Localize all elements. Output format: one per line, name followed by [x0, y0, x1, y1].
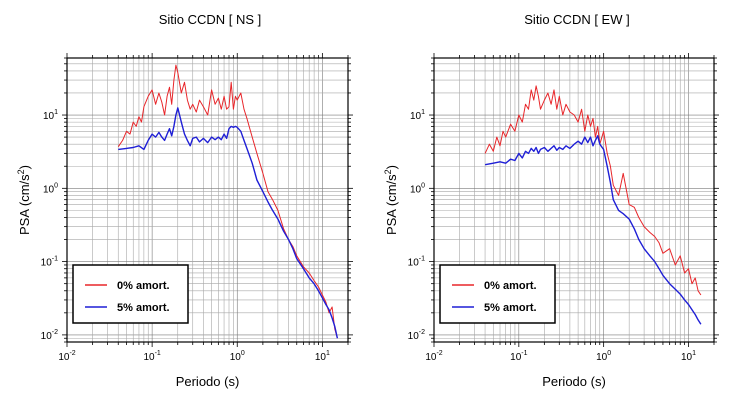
x-tick-label: 101 [315, 350, 330, 363]
x-tick-label: 100 [230, 350, 245, 363]
legend-label: 0% amort. [484, 280, 537, 292]
y-tick-label: 10-2 [41, 329, 58, 342]
y-tick-label: 10-1 [408, 256, 425, 269]
series-line-red [484, 85, 702, 296]
legend: 0% amort. 5% amort. [72, 264, 189, 324]
legend-label: 5% amort. [484, 302, 537, 314]
series-line-red [117, 64, 338, 339]
y-axis-label: PSA (cm/s2) [16, 165, 32, 235]
y-axis-label: PSA (cm/s2) [383, 165, 399, 235]
y-tick-label: 10-1 [41, 256, 58, 269]
y-tick-label: 100 [43, 182, 58, 195]
y-tick-label: 10-2 [408, 329, 425, 342]
chart-panel-2: Sitio CCDN [ EW ] 10-2 10-1 100 101 10-2 10-1 1… [383, 12, 719, 389]
series-line-blue [118, 107, 339, 339]
chart-title: Sitio CCDN [ EW ] [524, 12, 629, 27]
legend-box [72, 264, 189, 324]
x-tick-label: 10-2 [58, 350, 75, 363]
y-tick-label: 101 [43, 109, 58, 122]
x-axis-label: Periodo (s) [176, 374, 240, 389]
series-line-blue [484, 135, 702, 325]
chart-panel-1: Sitio CCDN [ NS ] 10-2 10-1 100 101 10-2 10-1 1… [16, 12, 353, 389]
x-tick-label: 10-1 [143, 350, 160, 363]
x-axis-label: Periodo (s) [542, 374, 606, 389]
y-tick-label: 101 [410, 109, 425, 122]
legend-label: 5% amort. [117, 302, 170, 314]
legend: 0% amort. 5% amort. [439, 264, 556, 324]
x-tick-label: 100 [596, 350, 611, 363]
x-tick-label: 10-1 [510, 350, 527, 363]
legend-label: 0% amort. [117, 280, 170, 292]
x-tick-label: 101 [681, 350, 696, 363]
y-tick-label: 100 [410, 182, 425, 195]
legend-box [439, 264, 556, 324]
x-tick-label: 10-2 [425, 350, 442, 363]
chart-title: Sitio CCDN [ NS ] [159, 12, 262, 27]
